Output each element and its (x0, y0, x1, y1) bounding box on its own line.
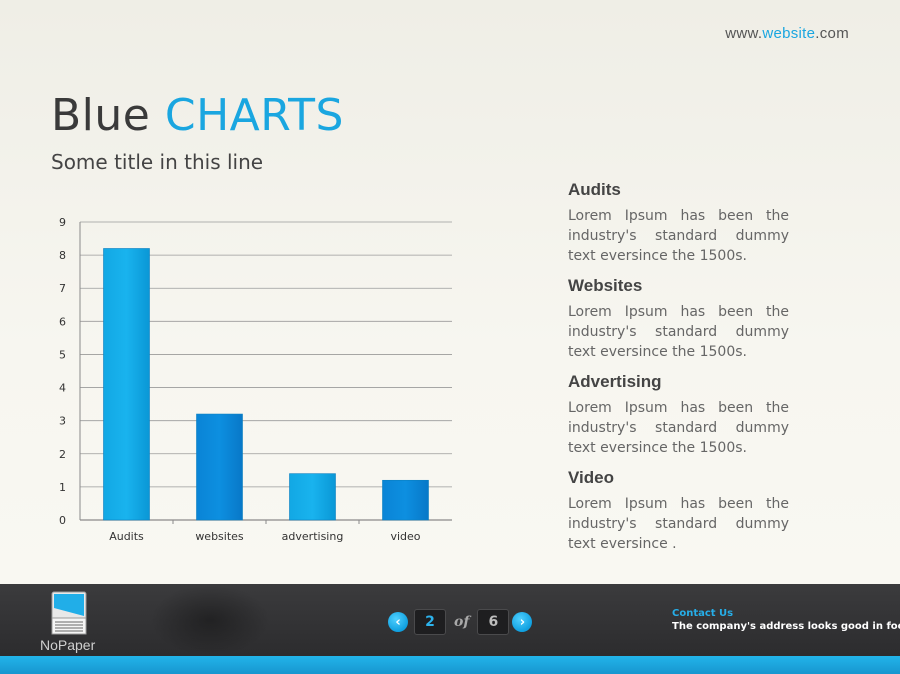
x-tick-label: Audits (109, 530, 144, 543)
y-tick-label: 9 (59, 216, 66, 229)
website-accent: website (762, 25, 816, 42)
chevron-left-icon[interactable]: ‹ (388, 612, 408, 632)
company-address: The company's address looks good in foot… (672, 621, 900, 632)
logo-text: NoPaper (40, 637, 96, 653)
legend-text: Lorem Ipsum has been the industry's stan… (568, 496, 789, 552)
title-part-charts: CHARTS (164, 90, 344, 141)
contact-us-link[interactable]: Contact Us (672, 608, 734, 619)
current-page: 2 (414, 609, 446, 635)
footer-bar (0, 584, 900, 656)
paper-document-icon (51, 591, 87, 635)
legend-item-audits: Audits Lorem Ipsum has been the industry… (568, 180, 789, 266)
slide-canvas: www.website.com Blue CHARTS Some title i… (0, 0, 900, 584)
page-subtitle: Some title in this line (51, 150, 264, 174)
chevron-right-icon[interactable]: › (512, 612, 533, 632)
page-title: Blue CHARTS (51, 90, 344, 141)
legend-item-advertising: Advertising Lorem Ipsum has been the ind… (568, 372, 789, 458)
legend-text: Lorem Ipsum has been the industry's stan… (568, 208, 789, 264)
website-suffix: .com (815, 25, 849, 42)
legend-text: Lorem Ipsum has been the industry's stan… (568, 400, 789, 456)
y-tick-label: 5 (59, 348, 66, 361)
chart-legend: Audits Lorem Ipsum has been the industry… (568, 180, 789, 564)
bar-chart: 0 1 2 3 4 5 6 7 8 9 Audits websites advertising video (59, 216, 452, 543)
legend-text: Lorem Ipsum has been the industry's stan… (568, 304, 789, 360)
legend-title: Advertising (568, 372, 662, 391)
legend-item-websites: Websites Lorem Ipsum has been the indust… (568, 276, 789, 362)
footer-shadow (150, 584, 270, 656)
y-tick-label: 4 (59, 382, 66, 395)
legend-title: Video (568, 468, 614, 487)
website-prefix: www. (725, 25, 763, 42)
y-tick-label: 8 (59, 249, 66, 262)
x-tick-label: video (390, 530, 420, 543)
bar-audits (103, 248, 150, 521)
legend-title: Audits (568, 180, 621, 199)
y-tick-label: 7 (59, 282, 66, 295)
legend-title: Websites (568, 276, 643, 295)
y-tick-label: 6 (59, 315, 66, 328)
title-part-blue: Blue (51, 90, 165, 141)
bar-video (382, 479, 429, 521)
page-of-label: of (454, 614, 470, 630)
y-tick-label: 0 (59, 514, 66, 527)
x-tick-label: websites (195, 530, 244, 543)
y-tick-label: 2 (59, 448, 66, 461)
y-tick-label: 1 (59, 481, 66, 494)
pagination: ‹ 2 of 6 › (388, 608, 533, 636)
bottom-accent-bar (0, 656, 900, 674)
bar-advertising (289, 473, 336, 521)
legend-item-video: Video Lorem Ipsum has been the industry'… (568, 468, 789, 554)
total-pages: 6 (477, 609, 510, 635)
x-tick-label: advertising (282, 530, 344, 543)
y-tick-label: 3 (59, 415, 66, 428)
bar-websites (196, 413, 243, 521)
website-url[interactable]: www.website.com (725, 25, 849, 42)
